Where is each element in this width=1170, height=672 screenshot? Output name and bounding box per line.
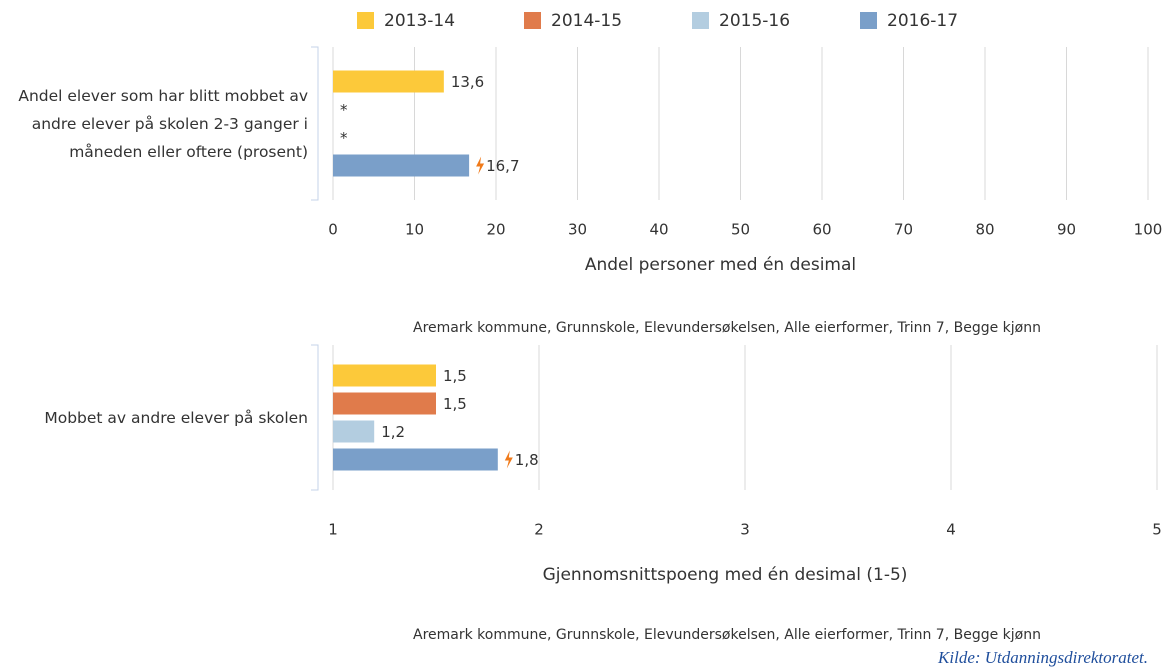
x-tick-label: 60 (812, 221, 831, 239)
x-tick-label: 4 (946, 521, 956, 539)
value-label: 16,7 (486, 157, 519, 175)
value-label: * (340, 129, 348, 147)
x-tick-label: 3 (740, 521, 750, 539)
x-tick-label: 100 (1134, 221, 1163, 239)
legend-swatch (524, 12, 541, 29)
bar (333, 70, 444, 93)
value-label: 1,5 (443, 395, 467, 413)
value-label: 1,8 (515, 451, 539, 469)
x-axis-title: Andel personer med én desimal (585, 255, 856, 275)
legend-label: 2015-16 (719, 11, 790, 31)
source: Kilde: Utdanningsdirektoratet. (938, 648, 1148, 667)
legend-label: 2013-14 (384, 11, 455, 31)
x-axis-title: Gjennomsnittspoeng med én desimal (1-5) (543, 565, 908, 585)
x-tick-label: 10 (405, 221, 424, 239)
value-label: 13,6 (451, 73, 484, 91)
x-tick-label: 0 (328, 221, 338, 239)
chart-note: Aremark kommune, Grunnskole, Elevundersø… (413, 320, 1041, 336)
x-tick-label: 40 (649, 221, 668, 239)
legend-swatch (357, 12, 374, 29)
legend-swatch (860, 12, 877, 29)
x-tick-label: 1 (328, 521, 338, 539)
category-label: Andel elever som har blitt mobbet av and… (18, 86, 308, 161)
x-tick-label: 70 (894, 221, 913, 239)
value-label: 1,5 (443, 367, 467, 385)
legend-label: 2014-15 (551, 11, 622, 31)
category-label: Mobbet av andre elever på skolen (44, 408, 308, 427)
flag-icon (476, 156, 485, 175)
chart-note: Aremark kommune, Grunnskole, Elevundersø… (413, 627, 1041, 643)
value-label: * (340, 101, 348, 119)
legend-label: 2016-17 (887, 11, 958, 31)
value-label: 1,2 (381, 423, 405, 441)
x-tick-label: 2 (534, 521, 544, 539)
bar (333, 392, 436, 415)
axis-line (311, 46, 319, 201)
bar (333, 420, 375, 443)
legend-swatch (692, 12, 709, 29)
bar (333, 448, 498, 471)
axis-line (311, 344, 319, 491)
x-tick-label: 90 (1057, 221, 1076, 239)
bar (333, 154, 470, 177)
x-tick-label: 5 (1152, 521, 1162, 539)
x-tick-label: 50 (731, 221, 750, 239)
bar (333, 364, 436, 387)
flag-icon (504, 450, 513, 469)
x-tick-label: 20 (486, 221, 505, 239)
x-tick-label: 80 (975, 221, 994, 239)
x-tick-label: 30 (568, 221, 587, 239)
